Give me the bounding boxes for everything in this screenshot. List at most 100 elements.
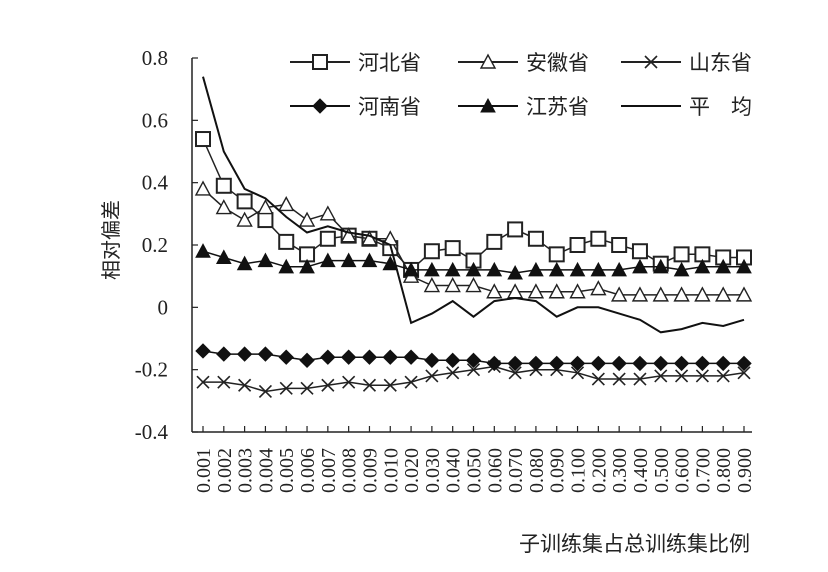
- data-point: [590, 280, 607, 296]
- y-tick-label: 0.2: [142, 233, 168, 257]
- data-point: [216, 346, 232, 362]
- series-1: [195, 131, 752, 278]
- x-tick-label: 0.001: [193, 448, 215, 493]
- x-tick-label: 0.009: [359, 448, 381, 493]
- data-point: [610, 286, 628, 302]
- data-point: [673, 246, 690, 263]
- legend-item: 平 均: [621, 95, 752, 119]
- x-tick-label: 0.050: [464, 448, 486, 493]
- legend-item: 山东省: [621, 51, 752, 75]
- data-point: [527, 283, 545, 299]
- data-point: [257, 212, 274, 229]
- data-point: [361, 252, 378, 268]
- data-point: [590, 261, 607, 277]
- data-point: [319, 205, 337, 221]
- legend-marker: [312, 98, 328, 114]
- data-point: [715, 258, 732, 274]
- series-line: [202, 76, 745, 334]
- data-point: [694, 286, 711, 302]
- data-point: [695, 369, 709, 383]
- x-tick-label: 0.900: [734, 448, 756, 493]
- data-point: [486, 233, 503, 250]
- data-point: [652, 286, 669, 302]
- data-point: [653, 355, 669, 372]
- data-point: [465, 352, 482, 369]
- data-point: [633, 372, 647, 386]
- x-tick-label: 0.100: [568, 448, 590, 493]
- data-point: [257, 346, 274, 362]
- data-point: [236, 211, 253, 227]
- plot-area: 0.80.60.40.20-0.2-0.4 0.0010.0020.0030.0…: [135, 46, 756, 493]
- data-point: [382, 349, 398, 365]
- data-point: [632, 258, 648, 274]
- data-point: [528, 261, 544, 277]
- data-point: [444, 240, 461, 257]
- data-point: [507, 355, 523, 372]
- data-point: [424, 352, 440, 369]
- data-point: [716, 369, 730, 383]
- x-axis-title: 子训练集占总训练集比例: [519, 532, 750, 556]
- x-tick-label: 0.700: [692, 448, 714, 493]
- x-tick-label: 0.600: [672, 448, 694, 493]
- data-point: [361, 349, 378, 365]
- data-point: [340, 227, 357, 243]
- legend-marker: [479, 53, 497, 69]
- data-point: [694, 355, 711, 372]
- data-point: [383, 378, 397, 392]
- x-tick-label: 0.020: [401, 448, 423, 493]
- data-point: [654, 369, 668, 383]
- x-tick-label: 0.010: [380, 448, 402, 493]
- data-point: [340, 349, 357, 365]
- data-point: [278, 349, 294, 365]
- data-point: [673, 286, 690, 302]
- series-4: [195, 343, 752, 372]
- data-point: [257, 199, 274, 215]
- data-point: [715, 286, 732, 302]
- x-tick-label: 0.090: [547, 448, 569, 493]
- data-point: [319, 230, 336, 247]
- legend-marker: [480, 97, 496, 113]
- x-tick-label: 0.300: [609, 448, 631, 493]
- legend-label: 平 均: [689, 95, 752, 119]
- data-point: [465, 277, 482, 293]
- data-point: [548, 246, 565, 263]
- data-point: [215, 199, 232, 215]
- legend-label: 安徽省: [526, 51, 589, 75]
- data-point: [299, 258, 315, 274]
- data-point: [257, 252, 274, 268]
- x-tick-label: 0.040: [443, 448, 465, 493]
- legend-label: 山东省: [689, 51, 752, 75]
- x-tick-label: 0.200: [588, 448, 610, 493]
- x-tick-label: 0.060: [484, 448, 506, 493]
- data-point: [340, 252, 357, 268]
- data-point: [298, 211, 316, 227]
- series-layer: [194, 76, 753, 399]
- data-point: [444, 352, 461, 369]
- legend-item: 河南省: [290, 95, 421, 119]
- x-tick-label: 0.006: [297, 448, 319, 493]
- data-point: [549, 355, 565, 372]
- y-tick-label: 0: [158, 295, 169, 319]
- data-point: [423, 243, 440, 260]
- data-point: [300, 381, 314, 395]
- legend-item: 河北省: [290, 51, 421, 75]
- y-tick-label: 0.6: [142, 108, 168, 132]
- data-point: [425, 369, 439, 383]
- data-point: [196, 375, 210, 389]
- data-point: [736, 258, 752, 274]
- y-tick-label: 0.4: [142, 171, 169, 195]
- data-point: [694, 258, 711, 274]
- data-point: [508, 366, 522, 380]
- data-point: [735, 286, 753, 302]
- series-5: [195, 243, 752, 280]
- data-point: [675, 369, 689, 383]
- data-point: [424, 261, 440, 277]
- legend-item: 安徽省: [458, 51, 589, 75]
- data-point: [444, 277, 461, 293]
- data-point: [446, 366, 460, 380]
- data-point: [590, 355, 607, 372]
- x-tick-label: 0.002: [214, 448, 236, 493]
- data-point: [279, 381, 293, 395]
